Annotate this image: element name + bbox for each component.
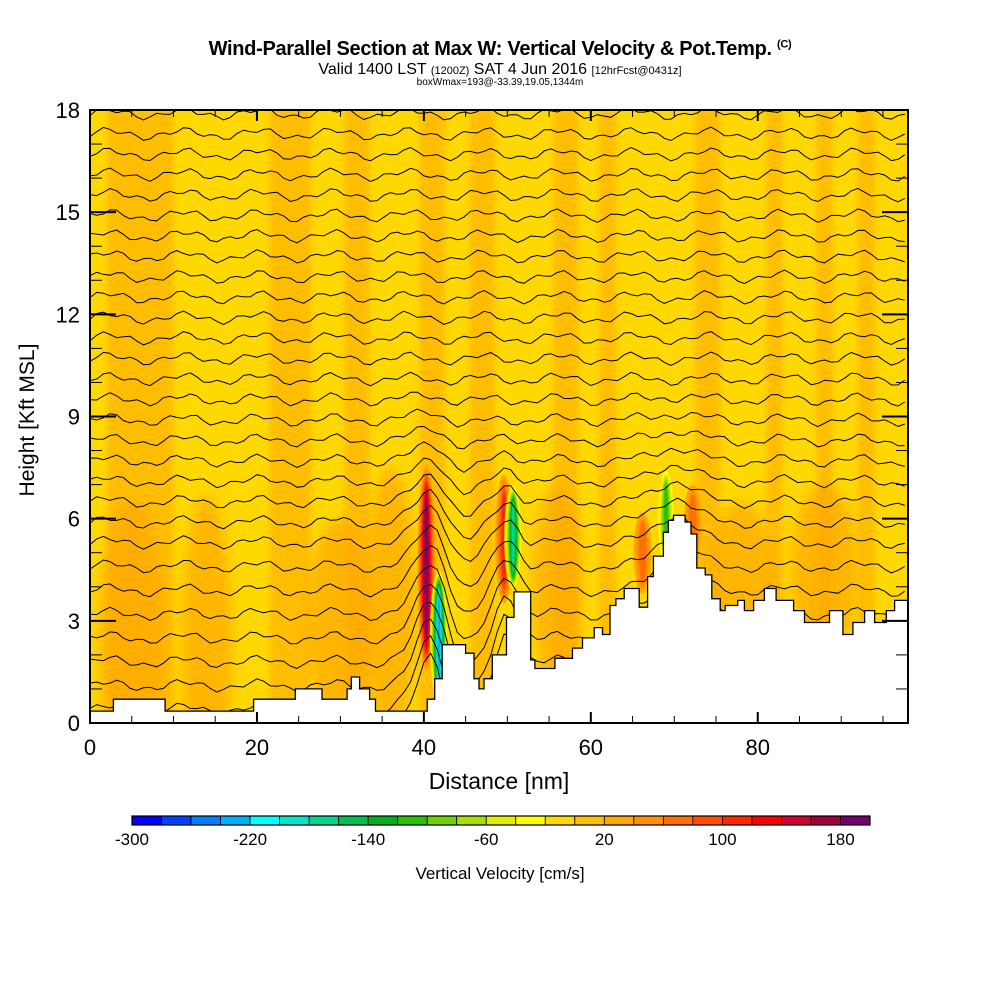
colorbar-segment	[633, 815, 664, 826]
theta-contour-line	[90, 425, 905, 450]
colorbar: -300 -220 -140 -60 20 100 180	[115, 815, 871, 849]
colorbar-segment	[397, 815, 428, 826]
theta-contour-line	[90, 441, 905, 473]
colorbar-segment	[161, 815, 192, 826]
y-axis-label: Height [Kft MSL]	[16, 343, 39, 497]
colorbar-segment	[456, 815, 487, 826]
theta-contour-line	[90, 457, 905, 496]
colorbar-tick-label: 180	[826, 830, 854, 849]
colorbar-segment	[220, 815, 251, 826]
valid-date: SAT 4 Jun 2016	[473, 61, 588, 78]
y-tick-label: 3	[68, 609, 80, 634]
chart-title-text: Wind-Parallel Section at Max W: Vertical…	[208, 38, 772, 60]
colorbar-segment	[426, 815, 458, 826]
theta-contour-line	[90, 110, 905, 121]
weak-updraft-patch	[98, 501, 166, 723]
colorbar-segment	[544, 815, 576, 826]
theta-contour-line	[90, 371, 905, 387]
colorbar-segment	[131, 815, 162, 826]
y-tick-label: 12	[56, 302, 80, 327]
weak-motion-band	[599, 110, 616, 723]
colorbar-tick-label: 100	[708, 830, 736, 849]
colorbar-segment	[515, 815, 546, 826]
y-tick-label: 9	[68, 405, 80, 430]
y-tick-label: 18	[56, 98, 80, 123]
colorbar-segment	[810, 815, 841, 826]
plot-area	[90, 110, 908, 723]
theta-contour-line	[90, 208, 905, 223]
theta-contour-line	[90, 524, 905, 587]
colorbar-label: Vertical Velocity [cm/s]	[415, 864, 585, 883]
colorbar-frame	[131, 815, 871, 826]
colorbar-segment	[781, 815, 812, 826]
theta-contour-line	[90, 187, 905, 203]
theta-contour-line	[90, 351, 905, 366]
weak-updraft-patch	[181, 494, 232, 723]
colorbar-segment	[190, 815, 221, 826]
y-tick-label: 6	[68, 507, 80, 532]
chart-title: Wind-Parallel Section at Max W: Vertical…	[0, 38, 1000, 61]
colorbar-segment	[308, 815, 340, 826]
colorbar-segment	[279, 815, 310, 826]
colorbar-tick-label: -220	[233, 830, 267, 849]
theta-contour-line	[90, 228, 905, 244]
theta-contour-line	[90, 269, 905, 285]
weak-motion-band	[469, 110, 495, 723]
y-tick-label: 0	[68, 711, 80, 736]
colorbar-segment	[338, 815, 369, 826]
forecast-info: [12hrFcst@0431z]	[591, 65, 682, 77]
colorbar-tick-label: -60	[474, 830, 499, 849]
theta-contour-line	[90, 146, 905, 162]
feature-downdraft-51nm	[504, 484, 523, 591]
theta-contour-line	[90, 504, 905, 562]
theta-contour-line	[90, 408, 905, 428]
colorbar-segment	[603, 815, 635, 826]
valid-utc: (1200Z)	[430, 65, 470, 77]
weak-updraft-patch	[307, 518, 374, 723]
y-tick-label: 15	[56, 200, 80, 225]
colorbar-tick-label: -300	[115, 830, 149, 849]
theta-contour-line	[90, 331, 905, 346]
terrain	[90, 514, 908, 723]
x-axis-label: Distance [nm]	[428, 768, 570, 794]
velocity-level	[511, 502, 515, 573]
colorbar-segment	[485, 815, 517, 826]
theta-contour-line	[90, 126, 905, 142]
colorbar-segment	[722, 815, 753, 826]
colorbar-segment	[574, 815, 605, 826]
x-tick-label: 0	[84, 735, 96, 760]
theta-contour-line	[90, 488, 905, 540]
valid-time: Valid 1400 LST	[318, 61, 427, 78]
colorbar-segment	[367, 815, 399, 826]
x-tick-label: 80	[746, 735, 770, 760]
x-tick-label: 60	[579, 735, 603, 760]
theta-contour-line	[90, 310, 905, 325]
theta-contour-line	[90, 391, 905, 407]
copyright-mark: (C)	[777, 38, 792, 51]
theta-contour-line	[90, 249, 905, 264]
velocity-level	[638, 521, 647, 585]
colorbar-segment	[751, 815, 782, 826]
theta-contour-line	[90, 544, 905, 612]
colorbar-segment	[249, 815, 281, 826]
x-tick-label: 40	[412, 735, 436, 760]
colorbar-tick-label: -140	[351, 830, 385, 849]
chart-subtitle: Valid 1400 LST (1200Z) SAT 4 Jun 2016 [1…	[0, 61, 1000, 79]
theta-contour-line	[90, 167, 905, 183]
box-wmax-info: boxWmax=193@-33.39,19.05,1344m	[416, 77, 584, 88]
x-tick-label: 20	[245, 735, 269, 760]
axes: 0 20 40 60 80 0 3 6 9 12 15 18	[56, 98, 908, 760]
weak-motion-band	[857, 110, 875, 723]
theta-contour-line	[90, 289, 905, 305]
colorbar-segment	[662, 815, 694, 826]
colorbar-tick-label: 20	[595, 830, 614, 849]
colorbar-segment	[692, 815, 723, 826]
colorbar-segment	[840, 815, 871, 826]
theta-contour-line	[90, 473, 905, 517]
